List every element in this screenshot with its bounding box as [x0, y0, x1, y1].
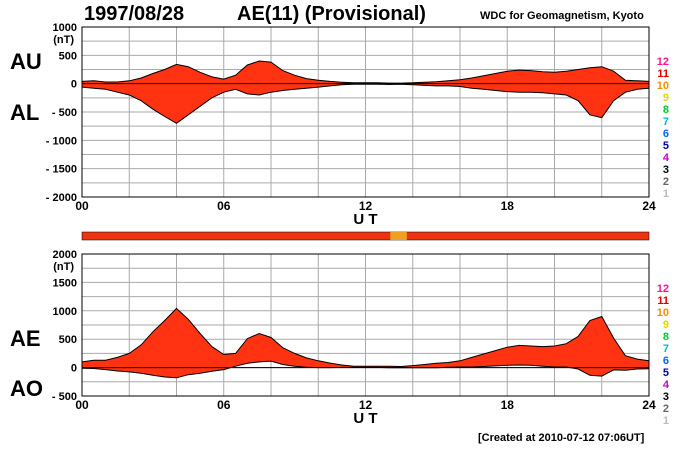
x-tick-label: 00: [75, 199, 89, 213]
station-count-label: 5: [663, 367, 669, 379]
series-line-ae: [81, 307, 650, 368]
station-count-label: 4: [663, 379, 670, 391]
station-count-label: 5: [663, 140, 669, 152]
y-tick-label: - 500: [52, 391, 77, 403]
station-count-label: 6: [663, 355, 669, 367]
y-tick-label: - 2000: [46, 192, 77, 204]
x-tick-label: 06: [217, 199, 231, 213]
source-label: WDC for Geomagnetism, Kyoto: [480, 10, 644, 22]
unit-label: (nT): [53, 261, 74, 273]
x-tick-label: 18: [501, 398, 515, 412]
station-count-label: 9: [663, 92, 669, 104]
x-tick-label: 12: [359, 199, 373, 213]
y-tick-label: - 1500: [46, 164, 77, 176]
y-tick-label: 500: [59, 334, 77, 346]
station-count-label: 11: [657, 295, 669, 307]
station-count-label: 3: [663, 391, 669, 403]
station-count-label: 2: [663, 176, 669, 188]
station-count-label: 3: [663, 164, 669, 176]
plot-frame: [81, 253, 650, 397]
x-tick-label: 24: [642, 199, 656, 213]
x-tick-label: 24: [642, 398, 656, 412]
station-count-label: 12: [657, 283, 669, 295]
station-count-label: 11: [657, 68, 669, 80]
station-count-label: 1: [663, 415, 669, 427]
data-area-fill: [82, 308, 649, 378]
station-count-label: 10: [657, 80, 669, 92]
y-tick-label: 500: [59, 50, 77, 62]
index-title: AE(11) (Provisional): [237, 3, 426, 25]
data-area-fill: [82, 61, 649, 124]
series-line-au: [81, 60, 650, 84]
series-label-lower: AL: [10, 100, 39, 125]
x-tick-label: 06: [217, 398, 231, 412]
x-tick-label: 18: [501, 199, 515, 213]
y-tick-label: 1000: [53, 306, 77, 318]
y-tick-label: 1000: [53, 22, 77, 34]
created-timestamp: [Created at 2010-07-12 07:06UT]: [478, 432, 645, 444]
date-label: 1997/08/28: [84, 3, 185, 25]
au-al-panel: 1000 500 0 - 500 - 1000 - 1500 - 2000 (nT) 00 06 1…: [10, 22, 670, 228]
unit-label: (nT): [53, 34, 74, 46]
availability-bar-base: [81, 231, 650, 241]
station-count-label: 4: [663, 152, 670, 164]
y-tick-label: 0: [71, 363, 77, 375]
plot-frame: [81, 26, 650, 198]
series-label-upper: AU: [10, 49, 42, 74]
station-count-label: 2: [663, 403, 669, 415]
data-availability-bar: [81, 231, 650, 241]
x-axis-title: U T: [353, 211, 377, 228]
station-count-label: 7: [663, 116, 669, 128]
station-count-label: 6: [663, 128, 669, 140]
station-count-label: 8: [663, 331, 669, 343]
station-count-label: 10: [657, 307, 669, 319]
series-label-lower: AO: [10, 376, 43, 401]
series-line-al: [81, 83, 650, 124]
x-tick-label: 12: [359, 398, 373, 412]
station-count-label: 7: [663, 343, 669, 355]
y-tick-label: - 1000: [46, 135, 77, 147]
x-tick-label: 00: [75, 398, 89, 412]
y-tick-label: 2000: [53, 249, 77, 261]
station-count-label: 1: [663, 188, 669, 200]
availability-bar-flag: [390, 232, 407, 240]
station-count-label: 8: [663, 104, 669, 116]
x-axis-title: U T: [353, 410, 377, 427]
y-tick-label: 1500: [53, 277, 77, 289]
y-tick-label: - 500: [52, 107, 77, 119]
series-label-upper: AE: [10, 326, 41, 351]
y-tick-label: 0: [71, 79, 77, 91]
station-count-label: 12: [657, 56, 669, 68]
station-count-label: 9: [663, 319, 669, 331]
